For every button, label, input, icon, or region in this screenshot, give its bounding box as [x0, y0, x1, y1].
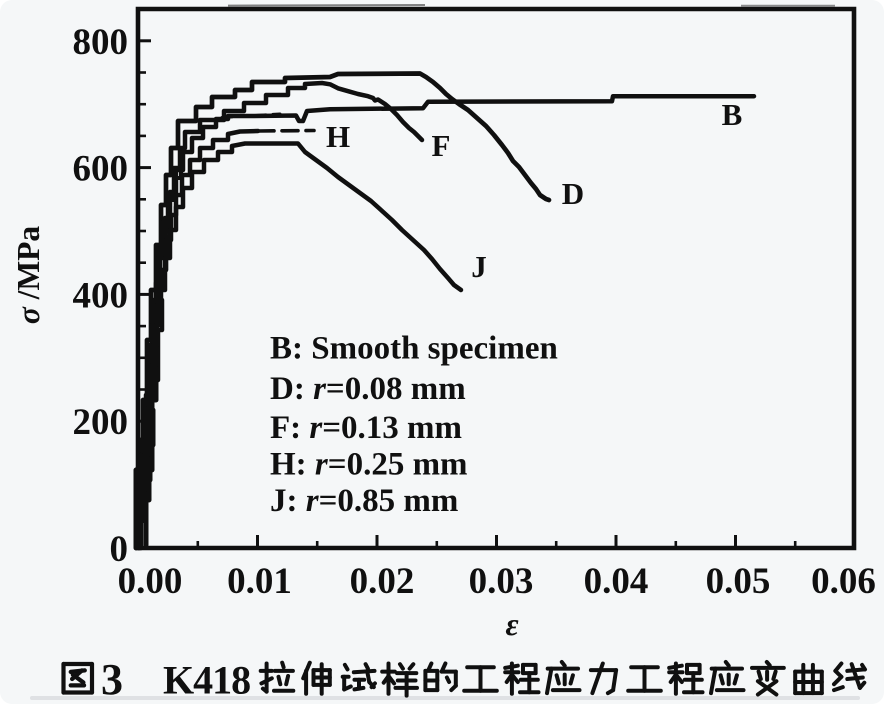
svg-text:0.00: 0.00 [118, 561, 183, 602]
svg-text:B: B [722, 97, 743, 132]
svg-text:0.03: 0.03 [469, 561, 534, 602]
svg-text:J: J [471, 249, 487, 284]
svg-text:K418: K418 [163, 658, 250, 703]
svg-text:D: r=0.08 mm: D: r=0.08 mm [270, 371, 466, 407]
svg-text:ε: ε [505, 606, 518, 642]
svg-text:0.06: 0.06 [811, 561, 876, 602]
svg-text:H: H [326, 119, 350, 154]
svg-text:800: 800 [73, 22, 129, 63]
svg-text:F: r=0.13 mm: F: r=0.13 mm [270, 410, 462, 446]
svg-text:J: r=0.85 mm: J: r=0.85 mm [270, 483, 458, 519]
svg-text:B: Smooth specimen: B: Smooth specimen [270, 331, 558, 367]
svg-text:600: 600 [73, 149, 129, 190]
svg-text:400: 400 [73, 275, 129, 316]
svg-text:D: D [562, 176, 584, 211]
svg-text:0.02: 0.02 [350, 561, 415, 602]
svg-text:0.05: 0.05 [706, 561, 771, 602]
svg-text:F: F [432, 128, 451, 163]
svg-text:0.01: 0.01 [227, 561, 292, 602]
svg-text:H: r=0.25 mm: H: r=0.25 mm [270, 447, 468, 483]
svg-text:0.04: 0.04 [584, 561, 649, 602]
svg-text:200: 200 [73, 402, 129, 443]
svg-text:0: 0 [110, 529, 129, 570]
svg-text:3: 3 [101, 655, 123, 704]
svg-text:σ /MPa: σ /MPa [11, 226, 46, 325]
